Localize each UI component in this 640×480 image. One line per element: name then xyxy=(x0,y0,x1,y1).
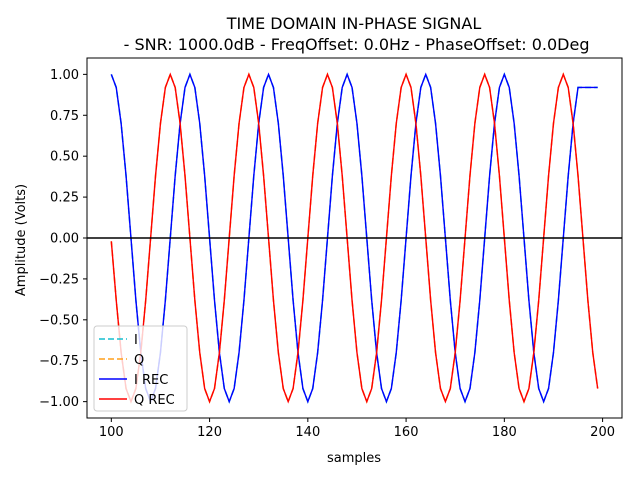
legend-label: Q xyxy=(134,353,144,368)
x-tick-label: 140 xyxy=(295,425,320,440)
series-layer xyxy=(110,72,599,404)
x-tick-label: 200 xyxy=(590,425,615,440)
y-tick-label: 0.50 xyxy=(50,150,79,165)
x-tick-label: 180 xyxy=(492,425,517,440)
y-tick-label: 0.25 xyxy=(50,191,79,206)
x-tick-label: 160 xyxy=(394,425,419,440)
y-tick-label: 0.00 xyxy=(50,232,79,247)
legend-label: Q REC xyxy=(134,393,175,408)
x-axis-label: samples xyxy=(327,451,381,466)
x-tick-label: 100 xyxy=(99,425,124,440)
y-tick-label: 0.75 xyxy=(50,109,79,124)
legend-box xyxy=(93,325,188,412)
series-line-i-rec xyxy=(110,72,598,404)
legend-label: I REC xyxy=(134,373,168,388)
y-tick-label: −0.25 xyxy=(39,272,79,287)
chart-title-line2: - SNR: 1000.0dB - FreqOffset: 0.0Hz - Ph… xyxy=(119,35,590,54)
y-axis-label: Amplitude (Volts) xyxy=(14,184,29,296)
y-tick-label: −0.50 xyxy=(39,313,79,328)
x-tick-label: 120 xyxy=(197,425,222,440)
legend-label: I xyxy=(134,333,138,348)
y-axis-ticks: −1.00 −0.75 −0.50 −0.25 0.00 0.25 0.50 0.75 1.00 xyxy=(39,68,87,410)
y-tick-label: 1.00 xyxy=(50,68,79,83)
chart-title-line1: TIME DOMAIN IN-PHASE SIGNAL xyxy=(226,14,482,33)
series-line-q-rec xyxy=(110,72,599,404)
legend: IQ I REC Q REC xyxy=(93,325,188,412)
y-tick-label: −0.75 xyxy=(39,354,79,369)
x-axis-ticks: 100 120 140 160 180 200 xyxy=(99,418,615,440)
y-tick-label: −1.00 xyxy=(39,395,79,410)
